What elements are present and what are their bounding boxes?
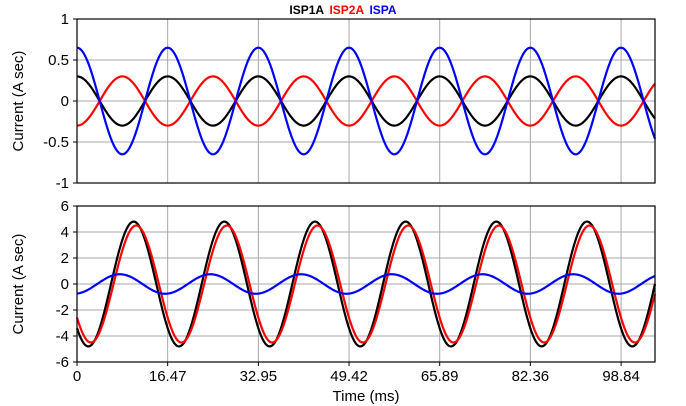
series-line-isp1a <box>76 75 656 127</box>
y-tick-label: -6 <box>56 354 69 371</box>
series-line-ispa <box>76 273 656 295</box>
y-tick-label: 1 <box>61 11 69 28</box>
x-tick-label: 98.84 <box>602 368 640 385</box>
x-tick-label: 65.89 <box>421 368 459 385</box>
bottom-chart-panel: 6 4 2 0 -2 -4 -6 Current (A sec) 0 16.47 32.95 49.4… <box>10 198 657 405</box>
x-tick-label: 32.95 <box>240 368 278 385</box>
y-tick-label: -2 <box>56 302 69 319</box>
x-tick-label: 16.47 <box>149 368 187 385</box>
legend: ISP1A ISP2A ISPA <box>0 3 686 17</box>
y-tick-label: -1 <box>56 175 69 192</box>
legend-item-ispa: ISPA <box>369 3 397 17</box>
y-tick-label: -4 <box>56 328 69 345</box>
series-line-isp2a <box>75 224 657 344</box>
x-axis-label: Time (ms) <box>333 388 400 405</box>
x-tick-label: 0 <box>73 368 81 385</box>
y-tick-label: 0 <box>61 93 69 110</box>
y-axis-label: Current (A sec) <box>10 234 27 335</box>
x-tick-label: 49.42 <box>330 368 368 385</box>
legend-item-isp2a: ISP2A <box>329 3 365 17</box>
y-axis-label: Current (A sec) <box>10 51 27 152</box>
y-tick-label: -0.5 <box>43 134 69 151</box>
series-line-ispa <box>76 46 657 156</box>
legend-item-isp1a: ISP1A <box>289 3 325 17</box>
y-tick-label: 6 <box>61 198 69 215</box>
series-line-isp2a <box>76 75 656 127</box>
top-chart-panel: 1 0.5 0 -0.5 -1 Current (A sec) <box>10 11 657 192</box>
y-tick-label: 0 <box>61 276 69 293</box>
y-tick-label: 4 <box>61 224 69 241</box>
y-tick-label: 0.5 <box>48 52 69 69</box>
x-tick-label: 82.36 <box>512 368 550 385</box>
y-tick-label: 2 <box>61 250 69 267</box>
